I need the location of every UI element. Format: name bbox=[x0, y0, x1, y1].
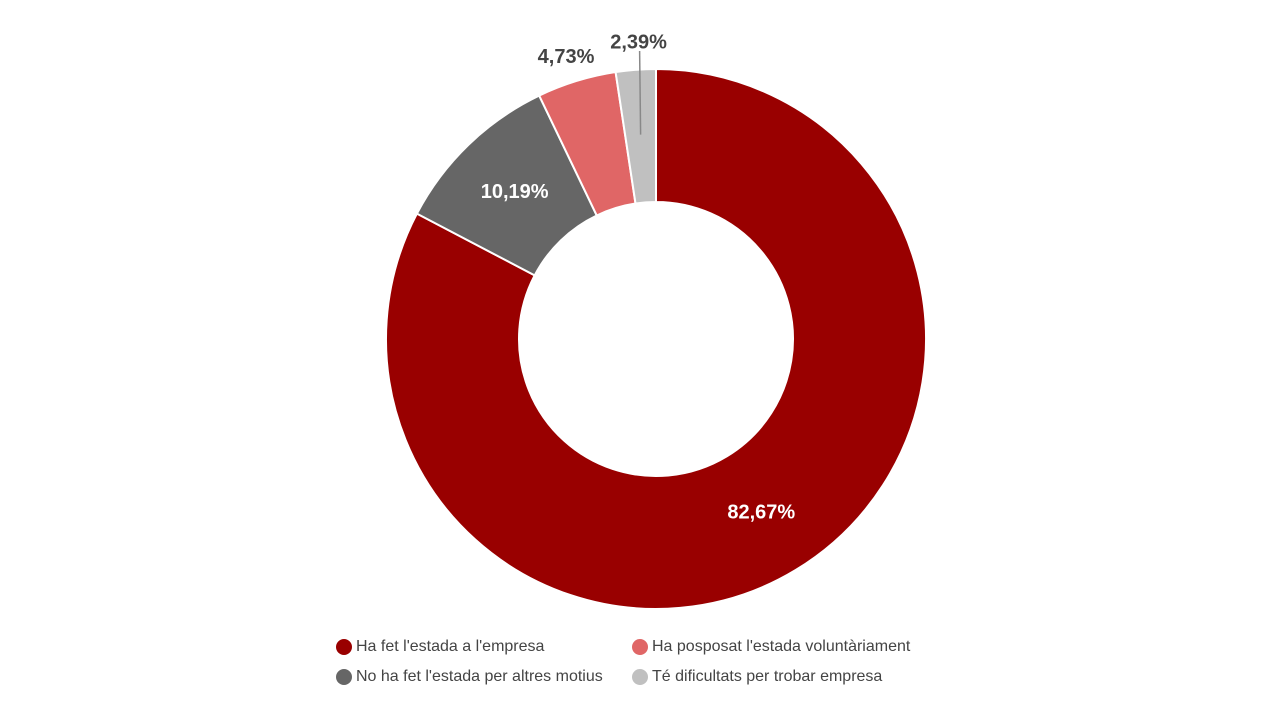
legend-item-postponed[interactable]: Ha posposat l'estada voluntàriament bbox=[632, 636, 962, 658]
slice-labels-group: 82,67% 10,19% 4,73% 2,39% bbox=[481, 31, 796, 523]
slice-label-stay-completed: 82,67% bbox=[727, 501, 795, 523]
legend-marker-postponed bbox=[632, 639, 648, 655]
slice-label-other-reasons: 10,19% bbox=[481, 181, 549, 203]
legend-item-difficulties[interactable]: Té dificultats per trobar empresa bbox=[632, 666, 962, 688]
legend-label-other-reasons: No ha fet l'estada per altres motius bbox=[356, 668, 603, 685]
legend-label-difficulties: Té dificultats per trobar empresa bbox=[652, 668, 883, 685]
legend-item-other-reasons[interactable]: No ha fet l'estada per altres motius bbox=[336, 666, 632, 688]
leader-line-difficulties bbox=[638, 50, 642, 135]
slice-stay-completed[interactable] bbox=[385, 67, 927, 610]
legend: Ha fet l'estada a l'empresa Ha posposat … bbox=[336, 636, 976, 688]
legend-marker-stay-completed bbox=[336, 639, 352, 655]
slice-difficulties[interactable] bbox=[614, 67, 657, 205]
legend-marker-other-reasons bbox=[336, 669, 352, 685]
legend-item-stay-completed[interactable]: Ha fet l'estada a l'empresa bbox=[336, 636, 632, 658]
slice-label-difficulties: 2,39% bbox=[610, 31, 667, 53]
legend-label-postponed: Ha posposat l'estada voluntàriament bbox=[652, 638, 911, 655]
slice-label-postponed: 4,73% bbox=[538, 46, 595, 68]
legend-marker-difficulties bbox=[632, 669, 648, 685]
leader-lines-group bbox=[638, 50, 642, 135]
legend-label-stay-completed: Ha fet l'estada a l'empresa bbox=[356, 638, 545, 655]
slices-group bbox=[385, 67, 927, 610]
